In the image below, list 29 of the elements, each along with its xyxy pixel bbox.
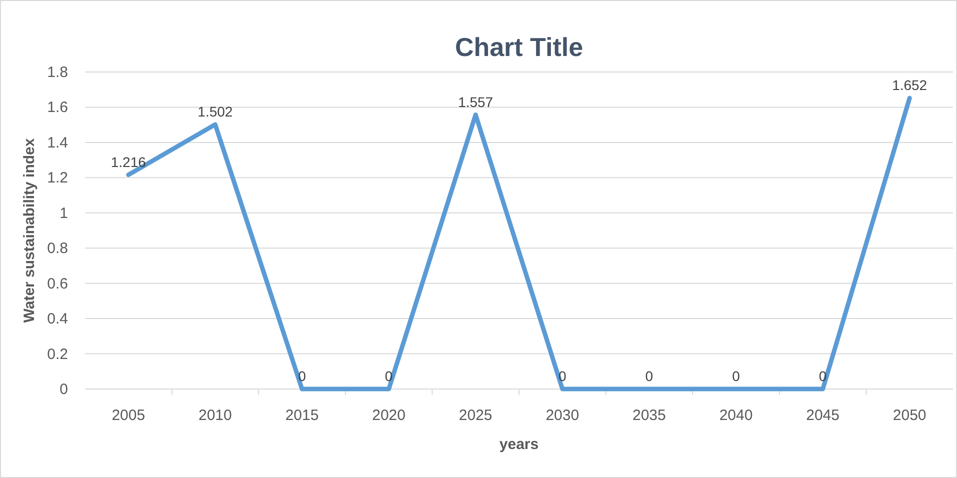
data-label: 0 xyxy=(732,368,740,384)
y-tick-label: 0.4 xyxy=(47,310,68,328)
x-tick-label: 2045 xyxy=(806,407,840,424)
y-tick-label: 1 xyxy=(60,204,68,222)
x-tick-label: 2030 xyxy=(546,407,580,424)
y-tick-label: 1.4 xyxy=(47,134,68,152)
y-tick-label: 0.8 xyxy=(47,240,68,258)
x-tick-label: 2050 xyxy=(892,407,926,424)
y-tick-label: 1.2 xyxy=(47,170,68,187)
data-label: 1.216 xyxy=(110,154,146,170)
y-tick-label: 1.8 xyxy=(47,64,68,81)
x-tick-label: 2035 xyxy=(632,407,666,424)
x-tick-label: 2020 xyxy=(372,407,406,424)
data-label: 1.502 xyxy=(198,103,233,120)
x-tick-label: 2015 xyxy=(285,407,319,424)
x-tick-label: 2010 xyxy=(198,407,232,424)
x-axis-title: years xyxy=(499,436,539,453)
data-label: 1.557 xyxy=(458,94,494,110)
data-label: 1.652 xyxy=(892,77,928,94)
x-tick-label: 2005 xyxy=(112,407,146,424)
y-tick-label: 0.2 xyxy=(47,346,68,363)
y-axis-title: Water sustainability index xyxy=(21,138,38,323)
y-tick-label: 1.6 xyxy=(47,99,68,116)
chart-title: Chart Title xyxy=(454,32,584,62)
x-tick-label: 2025 xyxy=(458,407,492,424)
y-tick-label: 0.6 xyxy=(47,275,68,292)
y-tick-label: 0 xyxy=(60,381,68,398)
x-tick-label: 2040 xyxy=(719,407,753,424)
data-label: 0 xyxy=(645,368,654,384)
